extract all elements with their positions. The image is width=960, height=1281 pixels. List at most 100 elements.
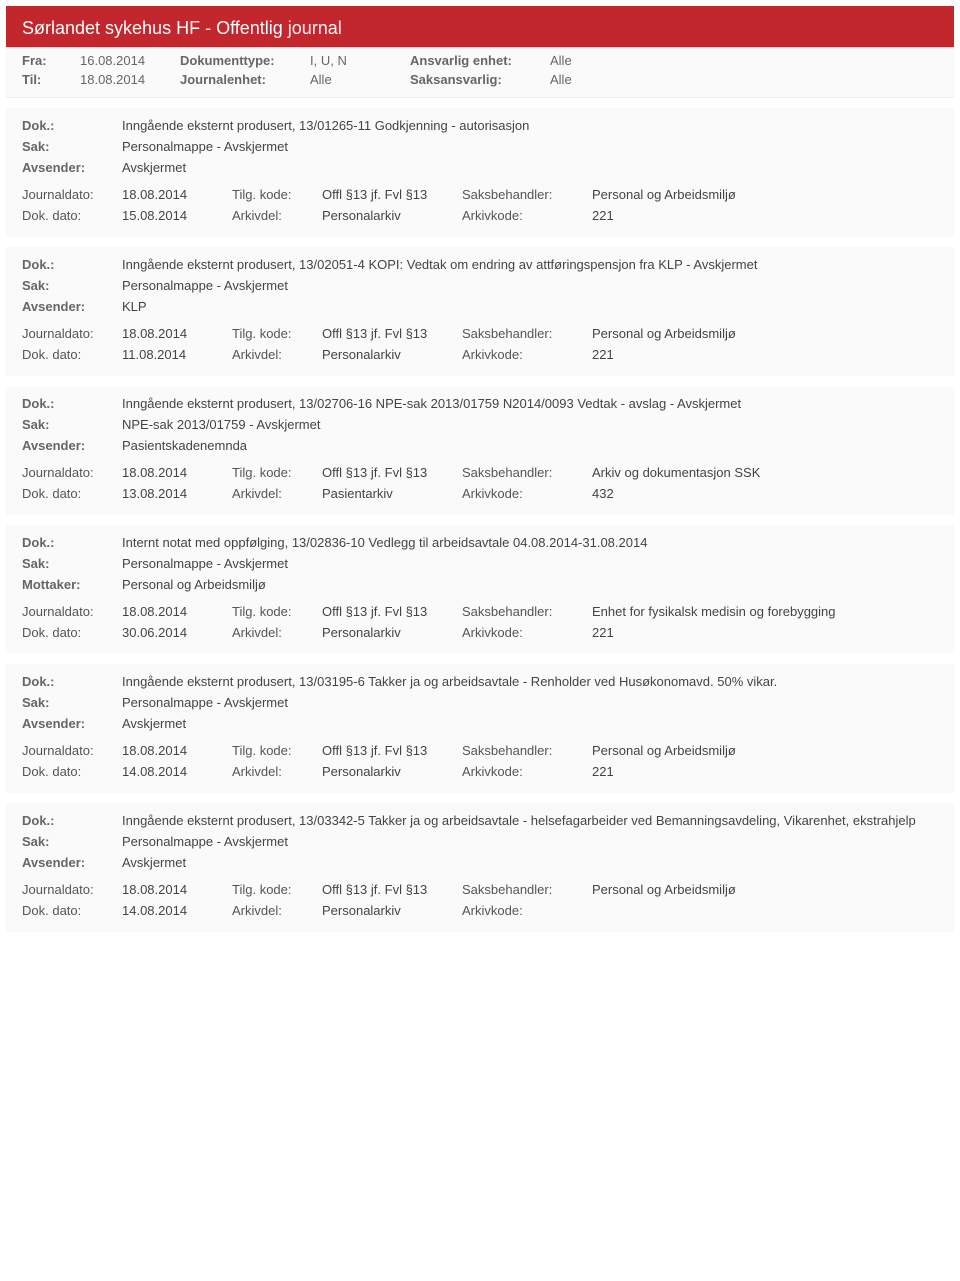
arkivdel-label: Arkivdel: (232, 903, 322, 918)
tilgkode-label: Tilg. kode: (232, 465, 322, 480)
dokdato-label: Dok. dato: (22, 208, 122, 223)
journaldato-label: Journaldato: (22, 326, 122, 341)
tilgkode-value: Offl §13 jf. Fvl §13 (322, 187, 462, 202)
dok-value: Inngående eksternt produsert, 13/01265-1… (122, 118, 938, 133)
til-value: 18.08.2014 (80, 72, 180, 87)
arkivkode-label: Arkivkode: (462, 764, 592, 779)
journal-entry: Dok.: Inngående eksternt produsert, 13/0… (6, 247, 954, 376)
arkivkode-value: 221 (592, 764, 938, 779)
arkivdel-value: Personalarkiv (322, 764, 462, 779)
saksbeh-label: Saksbehandler: (462, 326, 592, 341)
dokdato-label: Dok. dato: (22, 347, 122, 362)
arkivdel-label: Arkivdel: (232, 347, 322, 362)
arkivdel-label: Arkivdel: (232, 208, 322, 223)
arkivdel-value: Personalarkiv (322, 208, 462, 223)
arkivkode-label: Arkivkode: (462, 347, 592, 362)
journaldato-label: Journaldato: (22, 187, 122, 202)
journaldato-value: 18.08.2014 (122, 465, 232, 480)
sak-label: Sak: (22, 139, 122, 154)
journaldato-value: 18.08.2014 (122, 882, 232, 897)
sak-value: Personalmappe - Avskjermet (122, 695, 938, 710)
saksbeh-label: Saksbehandler: (462, 743, 592, 758)
til-label: Til: (22, 72, 80, 87)
party-value: Pasientskadenemnda (122, 438, 938, 453)
saksbeh-value: Personal og Arbeidsmiljø (592, 326, 938, 341)
journaldato-label: Journaldato: (22, 465, 122, 480)
page-title: Sørlandet sykehus HF - Offentlig journal (6, 6, 954, 47)
party-label: Avsender: (22, 299, 122, 314)
arkivkode-label: Arkivkode: (462, 486, 592, 501)
arkivkode-value (592, 903, 938, 918)
journaldato-label: Journaldato: (22, 743, 122, 758)
arkivdel-value: Pasientarkiv (322, 486, 462, 501)
dokdato-label: Dok. dato: (22, 625, 122, 640)
saksbeh-label: Saksbehandler: (462, 604, 592, 619)
saksbeh-value: Enhet for fysikalsk medisin og forebyggi… (592, 604, 938, 619)
ansvarlig-label: Ansvarlig enhet: (410, 53, 550, 68)
journaldato-value: 18.08.2014 (122, 187, 232, 202)
journalenhet-value: Alle (310, 72, 390, 87)
saksbeh-label: Saksbehandler: (462, 187, 592, 202)
dok-label: Dok.: (22, 813, 122, 828)
dokdato-value: 13.08.2014 (122, 486, 232, 501)
sak-value: Personalmappe - Avskjermet (122, 278, 938, 293)
saksbeh-label: Saksbehandler: (462, 882, 592, 897)
journal-entry: Dok.: Inngående eksternt produsert, 13/0… (6, 108, 954, 237)
sak-value: Personalmappe - Avskjermet (122, 139, 938, 154)
party-value: Avskjermet (122, 716, 938, 731)
saksbeh-label: Saksbehandler: (462, 465, 592, 480)
tilgkode-value: Offl §13 jf. Fvl §13 (322, 882, 462, 897)
sak-value: Personalmappe - Avskjermet (122, 834, 938, 849)
arkivkode-value: 221 (592, 625, 938, 640)
journal-entry: Dok.: Inngående eksternt produsert, 13/0… (6, 803, 954, 932)
dokdato-label: Dok. dato: (22, 903, 122, 918)
party-label: Mottaker: (22, 577, 122, 592)
arkivdel-value: Personalarkiv (322, 347, 462, 362)
saksbeh-value: Personal og Arbeidsmiljø (592, 882, 938, 897)
sak-label: Sak: (22, 278, 122, 293)
sak-label: Sak: (22, 834, 122, 849)
saksansvarlig-label: Saksansvarlig: (410, 72, 550, 87)
tilgkode-value: Offl §13 jf. Fvl §13 (322, 465, 462, 480)
party-label: Avsender: (22, 855, 122, 870)
dokdato-value: 30.06.2014 (122, 625, 232, 640)
journaldato-label: Journaldato: (22, 604, 122, 619)
fra-label: Fra: (22, 53, 80, 68)
tilgkode-label: Tilg. kode: (232, 743, 322, 758)
party-value: Personal og Arbeidsmiljø (122, 577, 938, 592)
dok-label: Dok.: (22, 674, 122, 689)
dok-label: Dok.: (22, 257, 122, 272)
journal-entry: Dok.: Inngående eksternt produsert, 13/0… (6, 664, 954, 793)
arkivkode-label: Arkivkode: (462, 625, 592, 640)
journaldato-value: 18.08.2014 (122, 743, 232, 758)
arkivdel-label: Arkivdel: (232, 486, 322, 501)
doktype-value: I, U, N (310, 53, 390, 68)
tilgkode-value: Offl §13 jf. Fvl §13 (322, 743, 462, 758)
dok-label: Dok.: (22, 396, 122, 411)
arkivdel-label: Arkivdel: (232, 764, 322, 779)
saksbeh-value: Personal og Arbeidsmiljø (592, 187, 938, 202)
saksansvarlig-value: Alle (550, 72, 650, 87)
journal-entry: Dok.: Internt notat med oppfølging, 13/0… (6, 525, 954, 654)
party-label: Avsender: (22, 160, 122, 175)
tilgkode-label: Tilg. kode: (232, 882, 322, 897)
dok-value: Inngående eksternt produsert, 13/03195-6… (122, 674, 938, 689)
dok-value: Internt notat med oppfølging, 13/02836-1… (122, 535, 938, 550)
arkivkode-label: Arkivkode: (462, 208, 592, 223)
journal-entry: Dok.: Inngående eksternt produsert, 13/0… (6, 386, 954, 515)
dokdato-value: 14.08.2014 (122, 764, 232, 779)
journaldato-label: Journaldato: (22, 882, 122, 897)
journaldato-value: 18.08.2014 (122, 326, 232, 341)
sak-label: Sak: (22, 556, 122, 571)
party-value: KLP (122, 299, 938, 314)
dokdato-value: 14.08.2014 (122, 903, 232, 918)
dokdato-label: Dok. dato: (22, 764, 122, 779)
tilgkode-label: Tilg. kode: (232, 187, 322, 202)
tilgkode-label: Tilg. kode: (232, 326, 322, 341)
party-label: Avsender: (22, 716, 122, 731)
party-value: Avskjermet (122, 855, 938, 870)
dok-label: Dok.: (22, 118, 122, 133)
party-value: Avskjermet (122, 160, 938, 175)
journaldato-value: 18.08.2014 (122, 604, 232, 619)
dok-value: Inngående eksternt produsert, 13/03342-5… (122, 813, 938, 828)
